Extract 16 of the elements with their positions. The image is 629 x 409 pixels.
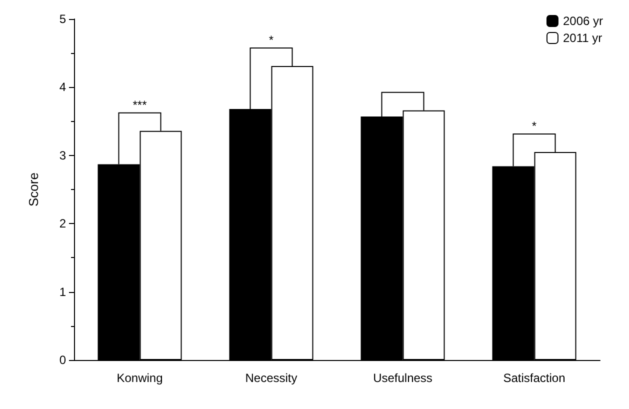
y-tick-label: 1 [59,284,66,299]
x-tick-label: Necessity [245,371,298,385]
legend-label: 2006 yr [562,14,604,28]
y-tick-label: 4 [59,80,66,94]
x-tick-label: Usefulness [373,371,432,385]
annotation: * [268,33,274,48]
y-tick-label: 3 [59,148,66,162]
annotation: * [532,118,537,133]
annotation: *** [132,98,148,112]
legend-label: 2011 yr [562,31,602,45]
y-tick-label: 0 [59,353,66,367]
x-tick-label: Konwing [116,371,163,385]
y-axis-title: Score [26,172,41,206]
y-tick-label: 5 [59,12,66,26]
y-tick-label: 2 [59,216,66,231]
x-tick-label: Satisfaction [503,371,566,385]
